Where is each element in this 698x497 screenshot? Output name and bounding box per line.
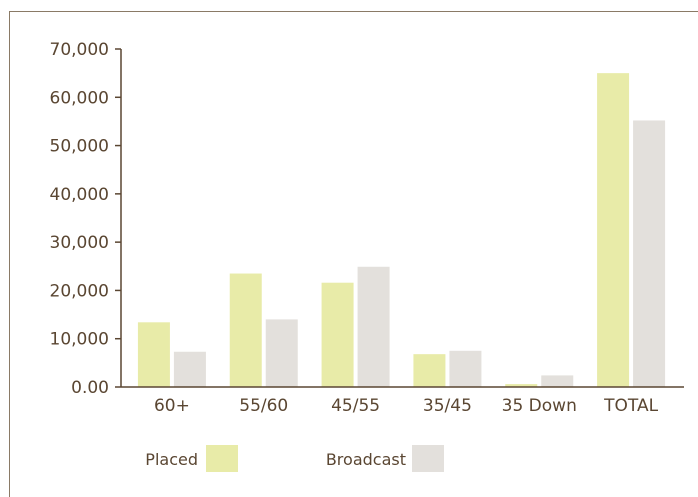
x-tick-label: 55/60 — [239, 396, 288, 416]
bar-placed-5 — [597, 73, 630, 388]
bar-placed-4 — [505, 384, 538, 387]
bar-placed-0 — [137, 322, 170, 387]
bar-placed-3 — [413, 354, 446, 387]
x-tick-label: 35/45 — [423, 396, 472, 416]
legend-swatch-broadcast — [412, 445, 444, 472]
bar-broadcast-0 — [173, 351, 206, 387]
bar-placed-1 — [229, 273, 262, 387]
y-tick-label: 50,000 — [50, 137, 109, 157]
bar-broadcast-2 — [357, 266, 390, 387]
y-axis: 0.00 10,000 20,000 30,000 40,000 50,000 60,000… — [50, 40, 122, 398]
legend: Placed Broadcast — [145, 445, 444, 472]
legend-label-broadcast: Broadcast — [326, 450, 406, 469]
y-tick-label: 70,000 — [50, 40, 109, 60]
x-tick-label: 45/55 — [331, 396, 380, 416]
bar-broadcast-5 — [633, 120, 666, 387]
chart-frame — [9, 11, 698, 497]
y-tick-label: 60,000 — [50, 88, 109, 108]
x-tick-label: TOTAL — [603, 396, 658, 416]
bar-broadcast-1 — [265, 319, 298, 387]
legend-swatch-placed — [206, 445, 238, 472]
y-tick-label: 20,000 — [50, 281, 109, 301]
bar-placed-2 — [321, 282, 354, 387]
bar-broadcast-4 — [541, 375, 574, 387]
y-tick-label: 40,000 — [50, 185, 109, 205]
legend-label-placed: Placed — [145, 450, 198, 469]
bar-broadcast-3 — [449, 350, 482, 387]
x-axis: 60+ 55/60 45/55 35/45 35 Down TOTAL — [121, 386, 684, 416]
x-tick-label: 60+ — [154, 396, 190, 416]
y-tick-label: 10,000 — [50, 330, 109, 350]
y-tick-label: 0.00 — [71, 378, 109, 398]
y-tick-label: 30,000 — [50, 233, 109, 253]
x-tick-label: 35 Down — [502, 396, 577, 416]
bars — [137, 73, 666, 388]
